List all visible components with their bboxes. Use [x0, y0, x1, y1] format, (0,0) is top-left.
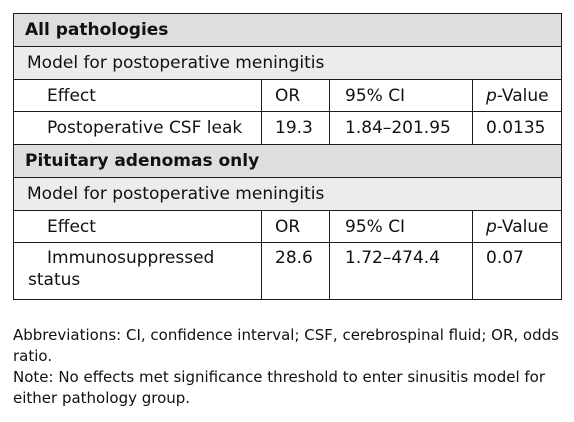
p-rest: -Value — [496, 85, 549, 106]
section-header-row: Pituitary adenomas only — [13, 144, 562, 178]
effect-header: Effect — [13, 210, 262, 243]
column-header-row: Effect OR 95% CI p-Value — [13, 79, 562, 112]
model-title: Model for postoperative meningitis — [13, 177, 562, 211]
ci-header: 95% CI — [329, 210, 473, 243]
effect-header: Effect — [13, 79, 262, 112]
p-italic: p — [486, 85, 497, 106]
abbreviations-note: Abbreviations: CI, confidence interval; … — [13, 326, 559, 365]
p-value-cell: 0.0135 — [472, 111, 562, 145]
effect-cell: Postoperative CSF leak — [13, 111, 262, 145]
significance-note: Note: No effects met significance thresh… — [13, 368, 546, 407]
or-header: OR — [261, 210, 330, 243]
or-cell: 19.3 — [261, 111, 330, 145]
section-title: All pathologies — [13, 13, 562, 47]
effect-cell: Immunosuppressed status — [13, 242, 262, 300]
table-row: Postoperative CSF leak 19.3 1.84–201.95 … — [13, 111, 562, 145]
section-title: Pituitary adenomas only — [13, 144, 562, 178]
model-row: Model for postoperative meningitis — [13, 177, 562, 211]
ci-cell: 1.84–201.95 — [329, 111, 473, 145]
table-row: Immunosuppressed status 28.6 1.72–474.4 … — [13, 242, 562, 300]
ci-cell: 1.72–474.4 — [329, 242, 473, 300]
results-table: All pathologies Model for postoperative … — [13, 13, 562, 300]
table-footnotes: Abbreviations: CI, confidence interval; … — [13, 325, 565, 409]
model-row: Model for postoperative meningitis — [13, 46, 562, 80]
ci-header: 95% CI — [329, 79, 473, 112]
or-cell: 28.6 — [261, 242, 330, 300]
p-value-header: p-Value — [472, 79, 562, 112]
p-value-header: p-Value — [472, 210, 562, 243]
or-header: OR — [261, 79, 330, 112]
p-rest: -Value — [496, 216, 549, 237]
section-header-row: All pathologies — [13, 13, 562, 47]
model-title: Model for postoperative meningitis — [13, 46, 562, 80]
column-header-row: Effect OR 95% CI p-Value — [13, 210, 562, 243]
p-italic: p — [486, 216, 497, 237]
p-value-cell: 0.07 — [472, 242, 562, 300]
